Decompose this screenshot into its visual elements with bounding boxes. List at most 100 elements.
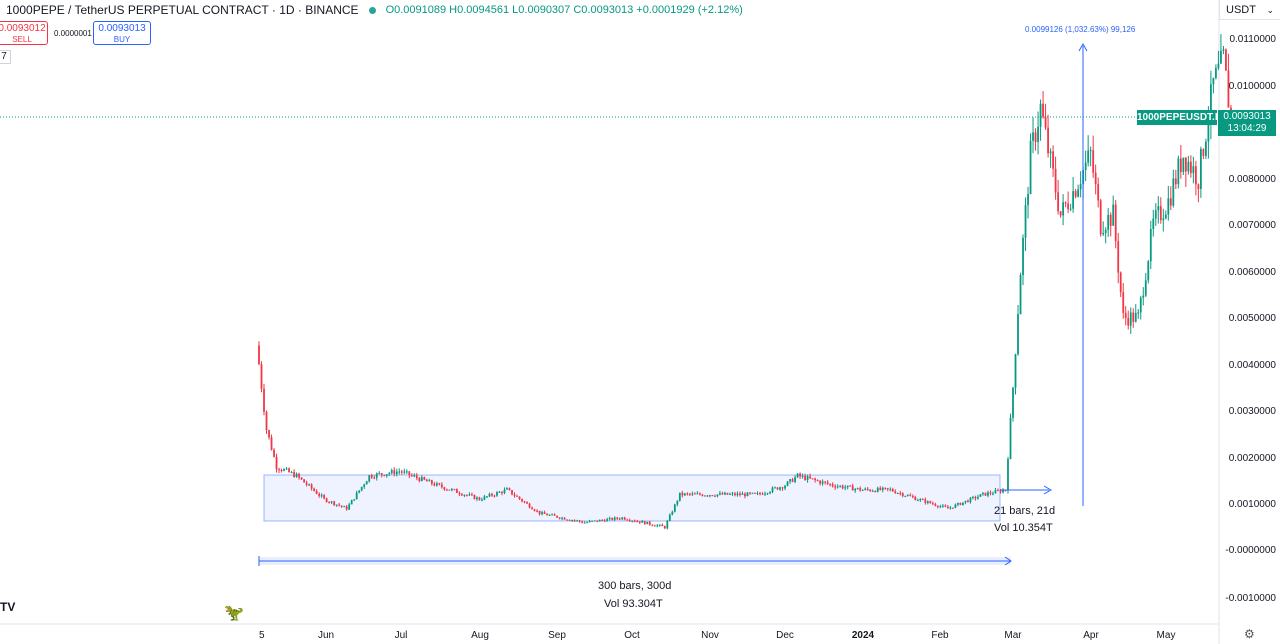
candle-body (1207, 122, 1210, 142)
candle-body (458, 492, 461, 495)
time-tick-label: Dec (776, 630, 794, 641)
candle-body (1062, 202, 1065, 216)
candle-body (941, 505, 944, 507)
candle-body (1019, 275, 1022, 315)
candle-body (621, 517, 624, 520)
candle-body (1027, 194, 1029, 206)
candle-body (430, 480, 433, 484)
candle-body (463, 494, 466, 496)
candle-body (648, 521, 651, 525)
candle-body (786, 481, 789, 486)
sell-button[interactable]: 0.0093012 SELL (0, 21, 48, 45)
range-box[interactable] (263, 474, 1001, 522)
candle-body (1194, 166, 1197, 185)
candle-body (476, 497, 478, 500)
candle-body (1032, 132, 1034, 141)
candle-body (1044, 116, 1047, 128)
candle-body (270, 437, 273, 450)
gear-icon[interactable]: ⚙ (1244, 627, 1255, 641)
candle-body (799, 473, 801, 477)
range-tool-box[interactable] (263, 474, 1001, 522)
time-tick-label: Sep (548, 630, 566, 641)
candle-body (443, 487, 446, 490)
price-tick-label: -0.0010000 (1225, 593, 1276, 604)
candle-body (962, 502, 964, 505)
candle-body (1159, 206, 1162, 221)
candle-body (769, 491, 771, 494)
candle-body (315, 490, 318, 494)
candle-body (851, 485, 854, 491)
candle-body (471, 494, 473, 496)
chevron-down-icon: ⌄ (1266, 5, 1274, 15)
candle-body (333, 501, 336, 505)
candle-body (330, 501, 333, 503)
candle-body (977, 496, 979, 499)
candle-body (784, 485, 786, 489)
time-tick-label: May (1157, 630, 1176, 641)
candle-body (749, 492, 751, 494)
candle-body (438, 483, 441, 485)
symbol-title[interactable]: 1000PEPE / TetherUS PERPETUAL CONTRACT ·… (6, 3, 359, 17)
candle-body (876, 487, 879, 492)
candle-body (1172, 178, 1175, 206)
candle-body (613, 517, 616, 520)
price-axis[interactable]: 0.0110000 0.0100000 0.0080000 0.0070000 0.00… (1225, 34, 1276, 604)
candle-body (418, 478, 421, 481)
price-range-tool[interactable]: 0.0099126 (1,032.63%) 99,126 (1025, 25, 1136, 506)
candle-body (298, 473, 300, 478)
candle-body (1009, 417, 1012, 460)
candle-body (994, 490, 997, 494)
candle-body (866, 488, 869, 490)
candle-body (1177, 158, 1180, 185)
candle-body (1024, 205, 1027, 238)
candle-body (586, 522, 589, 524)
candle-body (428, 480, 431, 482)
candle-body (666, 520, 669, 529)
price-tick-label: 0.0060000 (1229, 267, 1277, 278)
time-axis[interactable]: 5 Jun Jul Aug Sep Oct Nov Dec 2024 Feb Mar Apr May (259, 630, 1175, 641)
candle-body (844, 487, 847, 489)
candle-body (739, 493, 741, 495)
candle-body (1117, 241, 1120, 273)
candle-body (440, 484, 443, 488)
candle-body (658, 524, 661, 526)
candle-body (836, 486, 839, 488)
candle-body (1169, 198, 1172, 206)
indicator-toggle[interactable]: 7 (0, 50, 11, 64)
candle-body (468, 494, 471, 496)
long-range-tool[interactable]: 300 bars, 300d Vol 93.304T (258, 556, 1012, 610)
candle-body (1099, 200, 1102, 235)
candle-body (405, 471, 408, 473)
candle-body (295, 473, 298, 478)
candle-body (1102, 233, 1105, 235)
candle-body (638, 521, 641, 523)
candle-body (496, 492, 498, 496)
candle-body (383, 474, 386, 476)
candle-body (603, 520, 606, 522)
currency-selector[interactable]: USDT ⌄ (1219, 0, 1280, 20)
candle-body (709, 495, 711, 497)
buy-button[interactable]: 0.0093013 BUY (93, 21, 151, 45)
price-tick-label: 0.0030000 (1229, 406, 1277, 417)
chart-header: 1000PEPE / TetherUS PERPETUAL CONTRACT ·… (6, 3, 743, 17)
candle-body (265, 411, 268, 431)
candle-body (1084, 162, 1087, 171)
candle-body (433, 483, 436, 486)
candle-body (1152, 218, 1155, 230)
candle-body (288, 468, 290, 473)
tradingview-logo[interactable]: ТV (0, 600, 16, 614)
candle-body (1064, 202, 1067, 204)
candle-body (779, 487, 781, 490)
candle-body (901, 493, 904, 497)
candle-body (410, 475, 413, 477)
candle-body (260, 364, 263, 389)
candle-body (646, 521, 649, 525)
bars-range-tool[interactable]: 21 bars, 21d Vol 10.354T (994, 485, 1055, 534)
candle-body (385, 474, 388, 476)
dino-icon[interactable]: 🦖 (224, 605, 244, 622)
candle-body (751, 492, 754, 494)
candle-body (415, 475, 418, 479)
candle-body (533, 509, 536, 511)
long-range-arrowhead (1004, 556, 1012, 566)
